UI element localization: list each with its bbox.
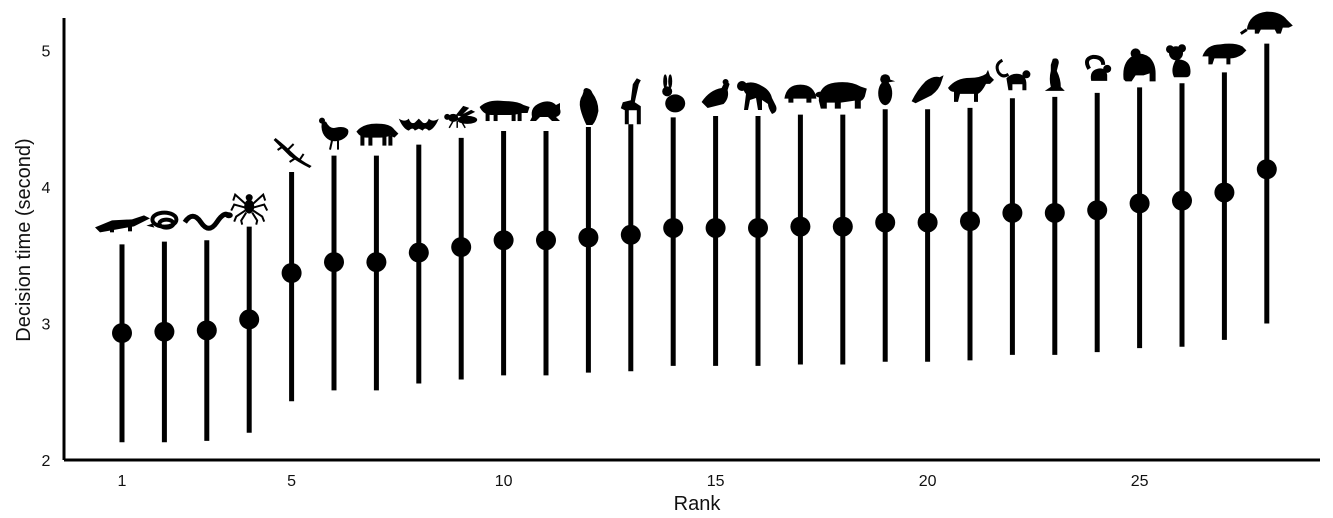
animal-icons (95, 11, 1293, 233)
gorilla-icon (1123, 48, 1156, 82)
armadillo-icon (1239, 11, 1293, 35)
x-axis-title: Rank (674, 493, 722, 515)
snake-coiled-icon (146, 210, 179, 230)
snake-icon (182, 211, 233, 231)
bat-icon (398, 118, 439, 131)
mean-point (578, 227, 599, 248)
mean-point (324, 252, 344, 273)
mean-point (917, 212, 938, 233)
mean-point (790, 216, 811, 237)
mean-point (748, 217, 768, 238)
mean-point (875, 212, 896, 233)
y-tick-labels: 2 3 4 5 (42, 44, 51, 471)
mean-point (239, 309, 260, 330)
turtle-icon (784, 84, 826, 103)
pigeon-icon (701, 79, 730, 109)
mean-point (620, 224, 641, 245)
x-tick-label: 20 (919, 473, 937, 490)
y-axis-title: Decision time (second) (13, 138, 35, 341)
mean-point (112, 323, 132, 344)
bear-icon (818, 82, 867, 109)
x-tick-labels: 1 5 10 15 20 25 (118, 473, 1149, 490)
turkey-icon (319, 117, 349, 150)
meerkat-icon (1044, 58, 1065, 91)
songbird-icon (911, 75, 944, 104)
frog-icon (530, 101, 561, 122)
wasp-icon (444, 105, 478, 129)
vulture-icon (579, 87, 599, 125)
x-tick-label: 25 (1131, 473, 1149, 490)
y-tick-label: 4 (42, 180, 51, 197)
mean-point (154, 321, 175, 342)
mean-point (451, 237, 472, 258)
spider-icon (230, 192, 269, 225)
hyena-icon (356, 123, 399, 146)
mean-point (493, 230, 514, 251)
crocodile-icon (95, 215, 150, 233)
mean-point (832, 216, 853, 237)
tiger-icon (479, 100, 530, 122)
mean-point (281, 262, 302, 283)
mean-point (1214, 182, 1235, 203)
koala-icon (1166, 44, 1191, 78)
axes (62, 18, 1320, 462)
mean-point (1087, 200, 1108, 221)
giraffe-icon (620, 78, 641, 125)
penguin-icon (878, 74, 896, 106)
error-bars (119, 43, 1270, 443)
mean-point (536, 230, 556, 251)
mean-point (960, 211, 980, 232)
mean-point (196, 320, 217, 341)
y-tick-label: 5 (42, 44, 51, 61)
mean-point (408, 242, 429, 263)
rabbit-icon (662, 74, 686, 113)
x-tick-label: 10 (495, 473, 513, 490)
x-tick-label: 5 (287, 473, 296, 490)
mean-point (1044, 202, 1065, 223)
raccoon-icon (1202, 43, 1247, 65)
mean-point (1002, 202, 1023, 223)
mean-point (1256, 159, 1277, 180)
mean-point (1129, 193, 1150, 214)
data-points (112, 159, 1277, 344)
lemur-icon (995, 58, 1031, 91)
x-tick-label: 15 (707, 473, 725, 490)
monkey-icon (737, 81, 777, 115)
squirrel-icon (1084, 54, 1112, 81)
wolf-icon (948, 69, 994, 102)
y-tick-label: 3 (42, 317, 51, 334)
mean-point (1172, 190, 1192, 211)
mean-point (705, 217, 726, 238)
mean-point (366, 252, 387, 273)
mean-point (663, 217, 684, 238)
x-tick-label: 1 (118, 473, 127, 490)
lizard-icon (273, 137, 312, 168)
y-tick-label: 2 (42, 453, 51, 470)
